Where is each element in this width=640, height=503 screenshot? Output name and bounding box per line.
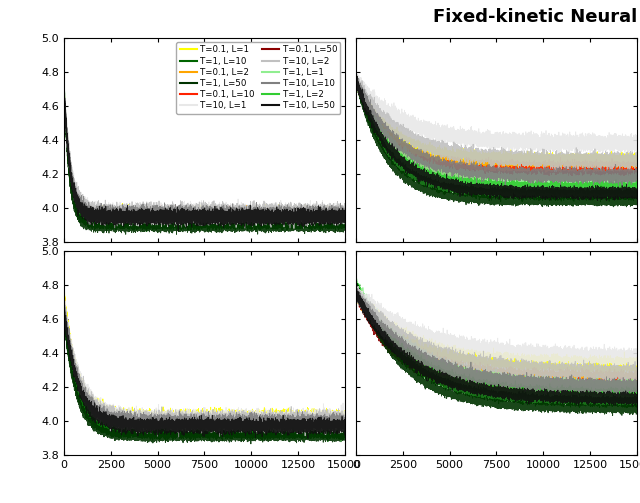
Text: Fixed-kinetic Neural: Fixed-kinetic Neural — [433, 8, 637, 26]
Legend: T=0.1, L=1, T=1, L=10, T=0.1, L=2, T=1, L=50, T=0.1, L=10, T=10, L=1, T=0.1, L=5: T=0.1, L=1, T=1, L=10, T=0.1, L=2, T=1, … — [177, 42, 340, 114]
